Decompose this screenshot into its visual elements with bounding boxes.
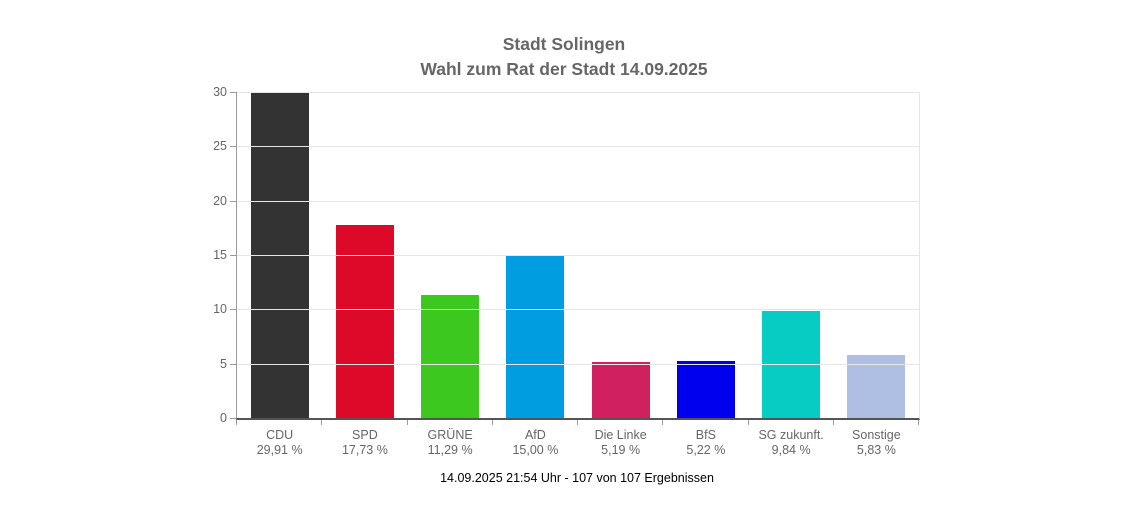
category-label-group: Sonstige 5,83 % — [834, 428, 919, 457]
x-axis-tick — [662, 420, 664, 425]
bar-slot — [834, 92, 919, 418]
category-label: GRÜNE — [427, 428, 473, 442]
category-value: 9,84 % — [771, 442, 811, 457]
x-axis-tick — [406, 420, 408, 425]
y-axis-tick — [230, 255, 236, 256]
chart-footer: 14.09.2025 21:54 Uhr - 107 von 107 Ergeb… — [440, 471, 714, 485]
category-label-group: Die Linke 5,19 % — [578, 428, 663, 457]
category-label-group: SPD 17,73 % — [322, 428, 407, 457]
y-axis-label: 0 — [220, 411, 227, 425]
x-axis-tick — [832, 420, 834, 425]
y-axis-label: 25 — [213, 139, 227, 154]
category-label: SPD — [352, 428, 378, 442]
bar-bfs[interactable] — [676, 361, 735, 418]
category-label: Die Linke — [594, 428, 647, 442]
bar-gr-ne[interactable] — [421, 295, 480, 418]
chart-subtitle: Wahl zum Rat der Stadt 14.09.2025 — [420, 59, 708, 79]
gridline — [237, 92, 919, 93]
chart-title: Stadt Solingen — [502, 34, 626, 54]
category-label-group: AfD 15,00 % — [493, 428, 578, 457]
y-axis-tick — [230, 363, 236, 365]
category-value: 15,00 % — [512, 442, 559, 457]
bar-die-linke[interactable] — [591, 361, 650, 418]
category-value: 11,29 % — [427, 442, 473, 457]
y-axis-label: 30 — [213, 85, 227, 99]
x-axis-tick — [747, 420, 749, 425]
y-axis-tick — [230, 309, 236, 311]
category-label: AfD — [524, 428, 546, 442]
gridline — [237, 255, 919, 256]
category-label: Sonstige — [852, 428, 901, 442]
y-axis-label: 10 — [213, 302, 227, 317]
y-axis-tick — [230, 92, 236, 93]
bar-slot — [408, 92, 493, 418]
gridline — [237, 200, 919, 202]
category-label-group: BfS 5,22 % — [663, 428, 748, 457]
category-value: 5,22 % — [686, 442, 726, 457]
y-axis-label: 5 — [220, 356, 227, 371]
chart-title-block: Stadt Solingen Wahl zum Rat der Stadt 14… — [0, 32, 1128, 82]
x-axis-tick — [491, 420, 493, 425]
bar-slot — [493, 92, 578, 418]
category-value: 5,19 % — [601, 442, 641, 457]
bar-sonstige[interactable] — [847, 354, 906, 418]
category-label-group: CDU 29,91 % — [237, 428, 322, 457]
y-axis-tick — [230, 146, 236, 148]
category-value: 17,73 % — [341, 442, 388, 457]
category-value: 29,91 % — [256, 442, 303, 457]
x-axis-tick — [321, 420, 323, 425]
category-label: CDU — [266, 428, 294, 442]
gridline — [237, 309, 919, 311]
plot-area: 0 5 10 15 20 25 30 CDU 29,91 % SPD 17,73 % GRÜNE 11,… — [213, 85, 920, 457]
y-axis-label: 20 — [213, 193, 227, 208]
y-axis-tick — [230, 200, 236, 202]
x-axis-tick — [236, 420, 237, 425]
y-axis-label: 15 — [213, 248, 227, 262]
x-axis-tick — [577, 420, 578, 425]
bar-slot — [663, 92, 748, 418]
x-axis-tick — [918, 420, 919, 425]
category-value: 5,83 % — [856, 442, 896, 457]
category-label: SG zukunft. — [758, 428, 824, 442]
category-label-group: SG zukunft. 9,84 % — [749, 428, 834, 457]
bar-afd[interactable] — [506, 255, 565, 418]
bar-spd[interactable] — [335, 225, 394, 418]
bar-slot — [578, 92, 663, 418]
gridline — [237, 363, 919, 365]
category-label-group: GRÜNE 11,29 % — [408, 428, 493, 457]
gridline — [237, 146, 919, 148]
bar-slot — [322, 92, 407, 418]
category-label: BfS — [695, 428, 716, 442]
x-axis-labels: CDU 29,91 % SPD 17,73 % GRÜNE 11,29 % AfD 15,00… — [237, 428, 919, 457]
y-axis-tick — [230, 418, 236, 419]
